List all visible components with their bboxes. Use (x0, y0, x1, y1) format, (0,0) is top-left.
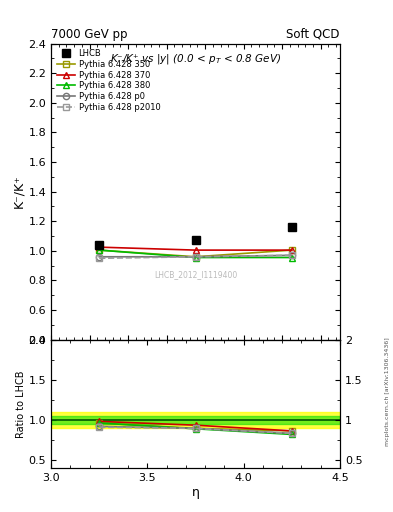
Text: LHCB_2012_I1119400: LHCB_2012_I1119400 (154, 270, 237, 279)
Text: Soft QCD: Soft QCD (286, 28, 340, 41)
Y-axis label: Ratio to LHCB: Ratio to LHCB (16, 370, 26, 438)
Legend: LHCB, Pythia 6.428 350, Pythia 6.428 370, Pythia 6.428 380, Pythia 6.428 p0, Pyt: LHCB, Pythia 6.428 350, Pythia 6.428 370… (55, 48, 162, 113)
Bar (51, 416, 340, 424)
Text: mcplots.cern.ch [arXiv:1306.3436]: mcplots.cern.ch [arXiv:1306.3436] (385, 337, 389, 446)
Text: K⁻/K⁺ vs |y| (0.0 < p$_T$ < 0.8 GeV): K⁻/K⁺ vs |y| (0.0 < p$_T$ < 0.8 GeV) (110, 52, 281, 67)
Y-axis label: K⁻/K⁺: K⁻/K⁺ (13, 175, 26, 208)
X-axis label: η: η (191, 486, 200, 499)
Text: 7000 GeV pp: 7000 GeV pp (51, 28, 128, 41)
Bar (51, 412, 340, 428)
